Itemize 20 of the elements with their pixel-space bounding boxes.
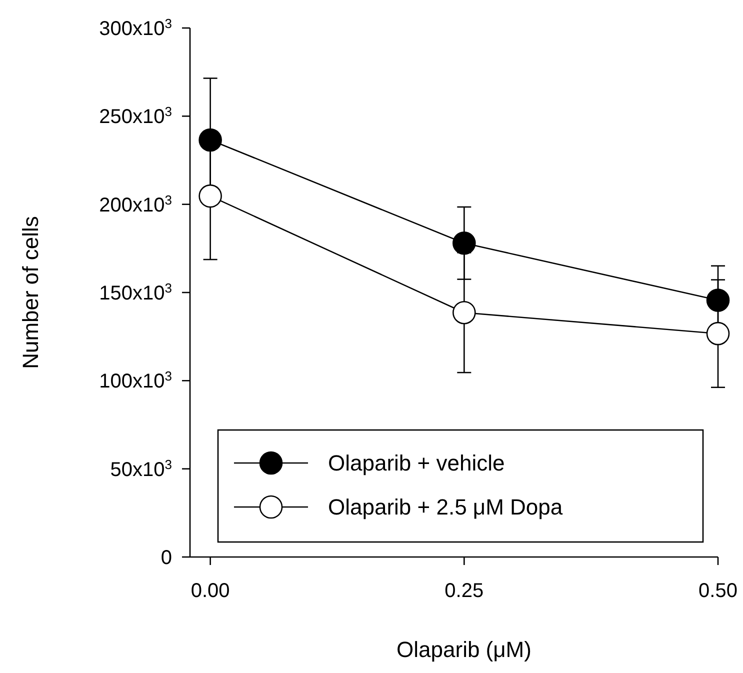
point [198, 128, 222, 152]
legend-label: Olaparib + 2.5 μM Dopa [328, 494, 564, 520]
y-tick-label: 300x10$^{3}$ [99, 16, 172, 40]
y-tick-label: 0 [160, 547, 172, 569]
y-tick-label: 200x10$^{3}$ [99, 192, 172, 216]
point [198, 184, 222, 208]
y-tick-label: 250x10$^{3}$ [99, 104, 172, 128]
x-tick-label: 0.50 [698, 580, 738, 602]
point [452, 231, 476, 255]
y-tick-label: 150x10$^{3}$ [99, 280, 172, 304]
y-axis-title: Number of cells [18, 216, 43, 369]
x-tick-label: 0.00 [190, 580, 230, 602]
y-tick-label: 100x10$^{3}$ [99, 368, 172, 393]
point [706, 288, 730, 312]
y-tick-label: 50x10$^{3}$ [110, 456, 172, 481]
x-tick-label: 0.25 [444, 580, 484, 602]
legend-label: Olaparib + vehicle [328, 450, 505, 476]
x-axis-title: Olaparib (μM) [396, 637, 532, 662]
point [706, 322, 730, 346]
point [452, 300, 476, 324]
